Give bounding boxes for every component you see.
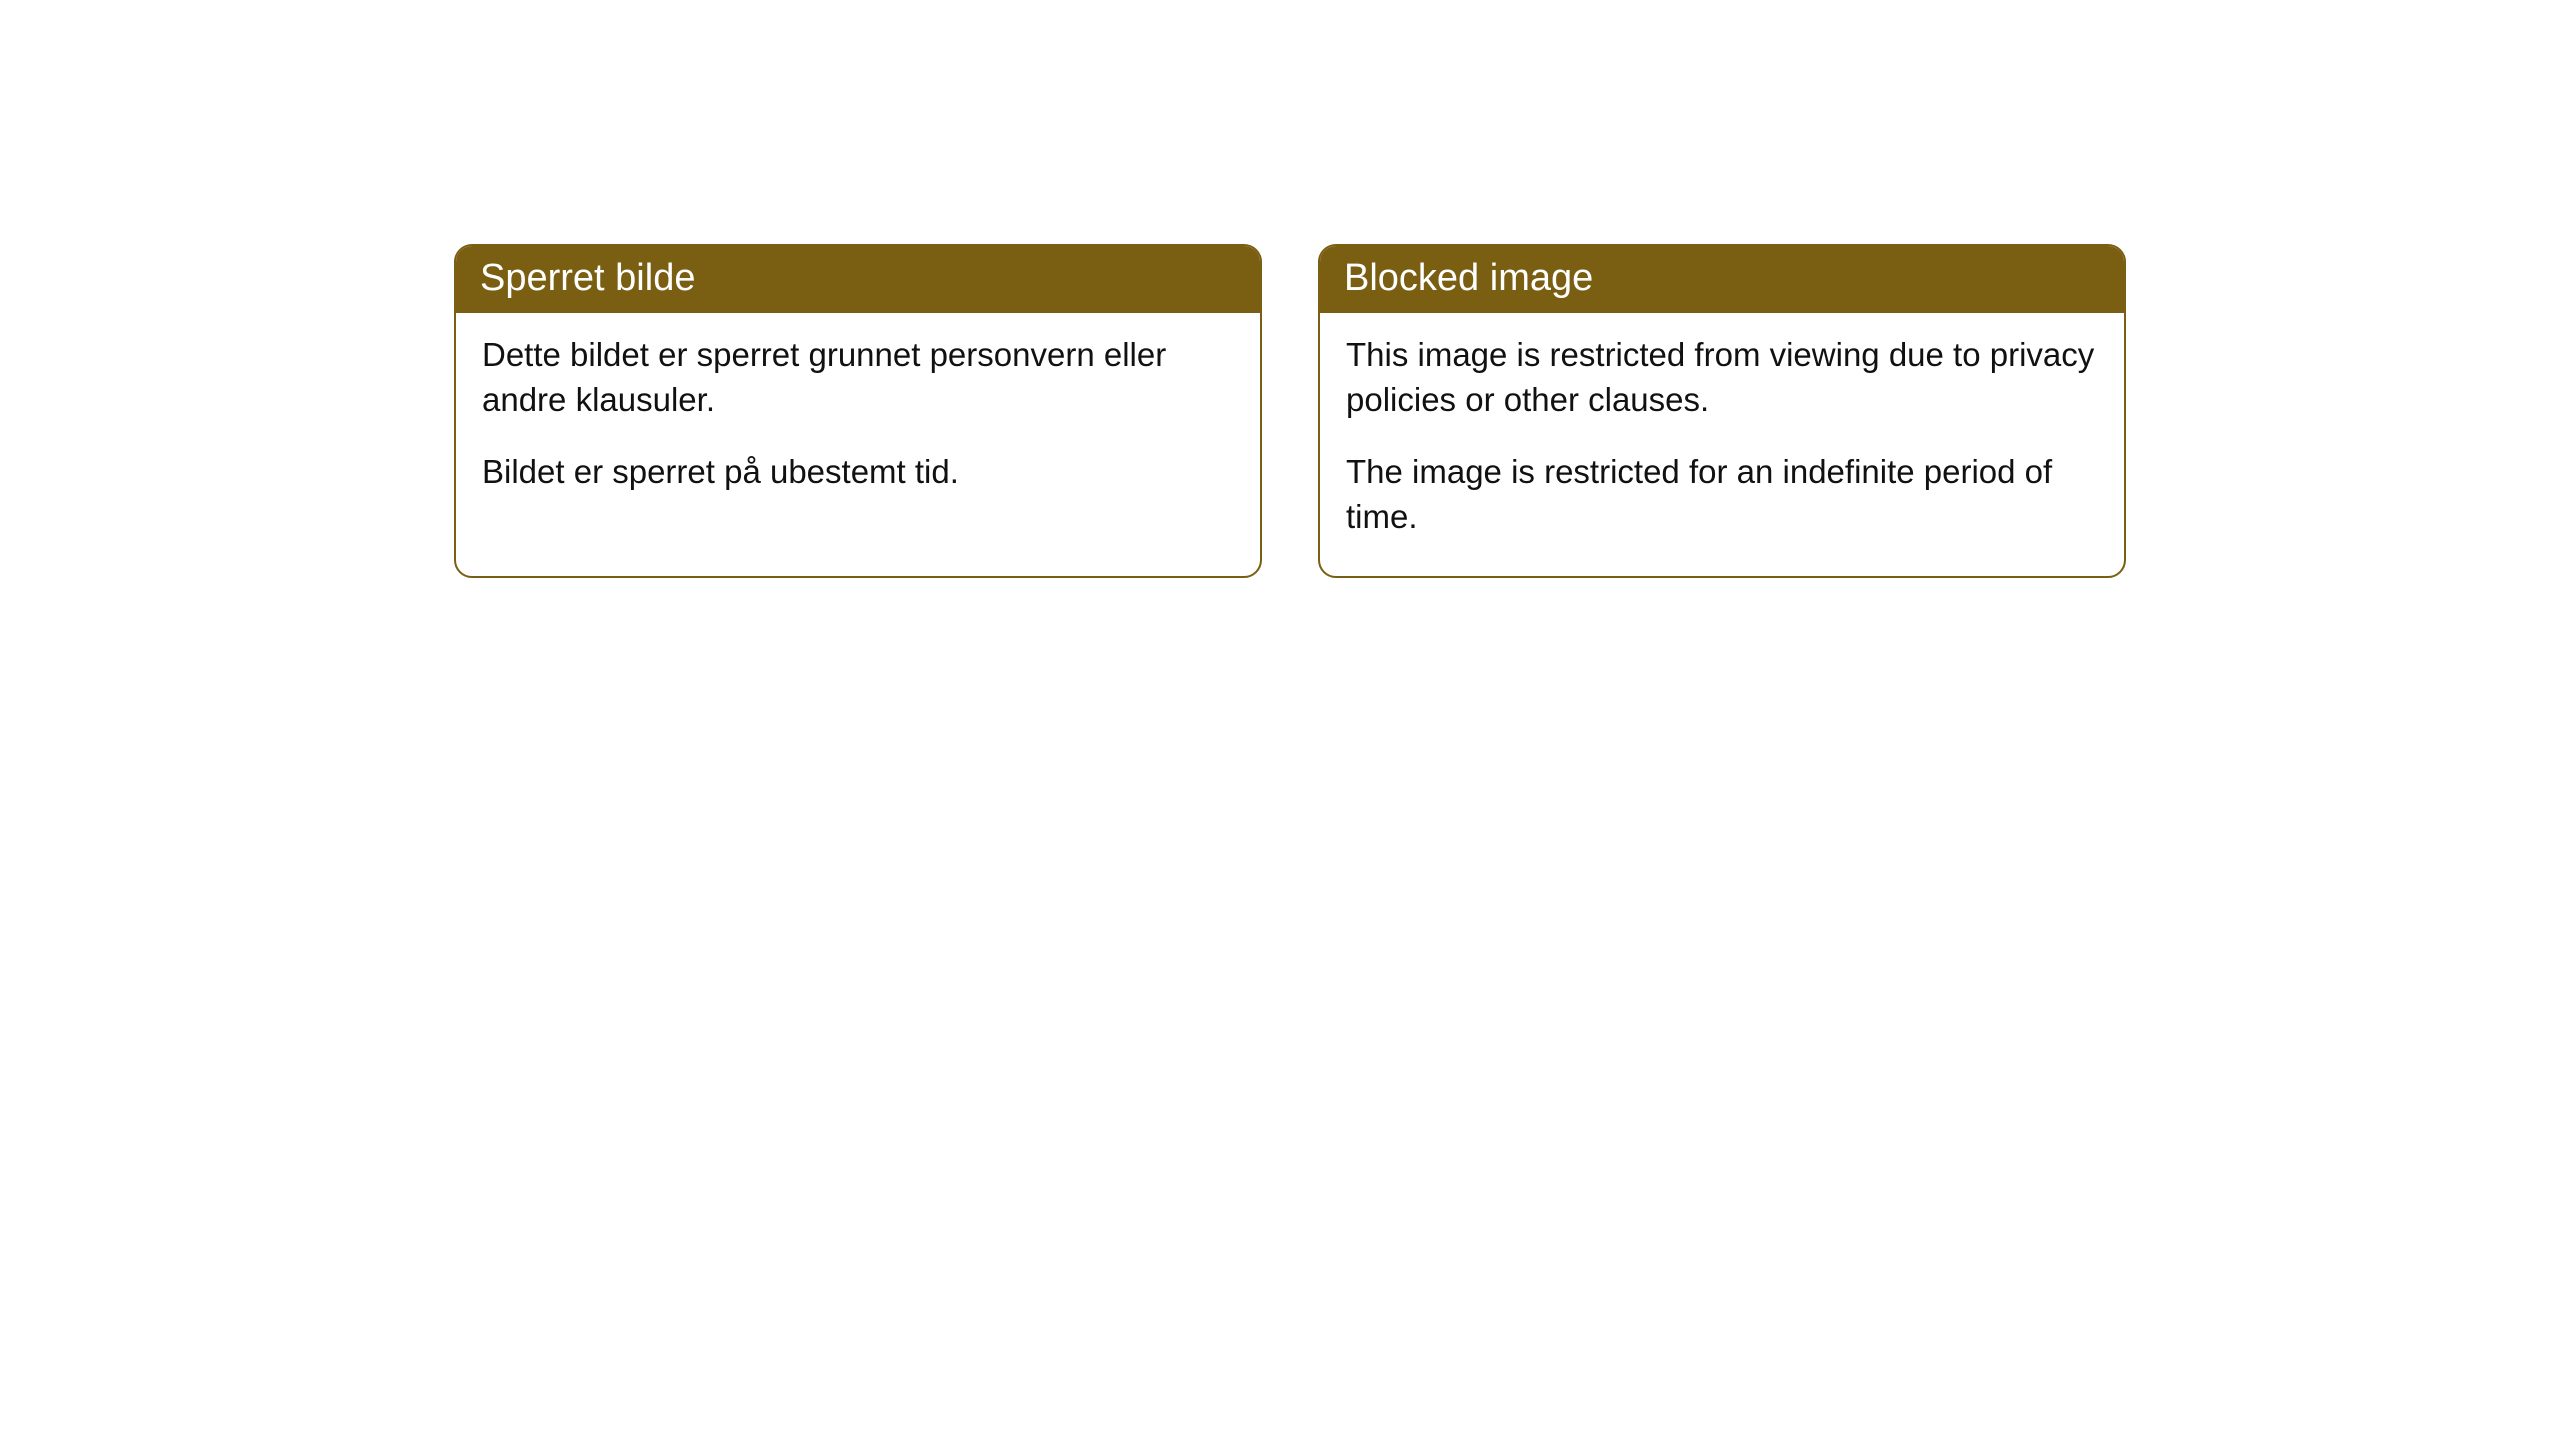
card-para1-no: Dette bildet er sperret grunnet personve…	[482, 333, 1234, 422]
card-title-no: Sperret bilde	[456, 246, 1260, 313]
card-title-en: Blocked image	[1320, 246, 2124, 313]
card-para2-no: Bildet er sperret på ubestemt tid.	[482, 450, 1234, 495]
card-para1-en: This image is restricted from viewing du…	[1346, 333, 2098, 422]
blocked-image-card-en: Blocked image This image is restricted f…	[1318, 244, 2126, 578]
blocked-image-card-no: Sperret bilde Dette bildet er sperret gr…	[454, 244, 1262, 578]
card-body-en: This image is restricted from viewing du…	[1320, 313, 2124, 575]
card-para2-en: The image is restricted for an indefinit…	[1346, 450, 2098, 539]
notice-cards-container: Sperret bilde Dette bildet er sperret gr…	[454, 244, 2126, 578]
card-body-no: Dette bildet er sperret grunnet personve…	[456, 313, 1260, 531]
